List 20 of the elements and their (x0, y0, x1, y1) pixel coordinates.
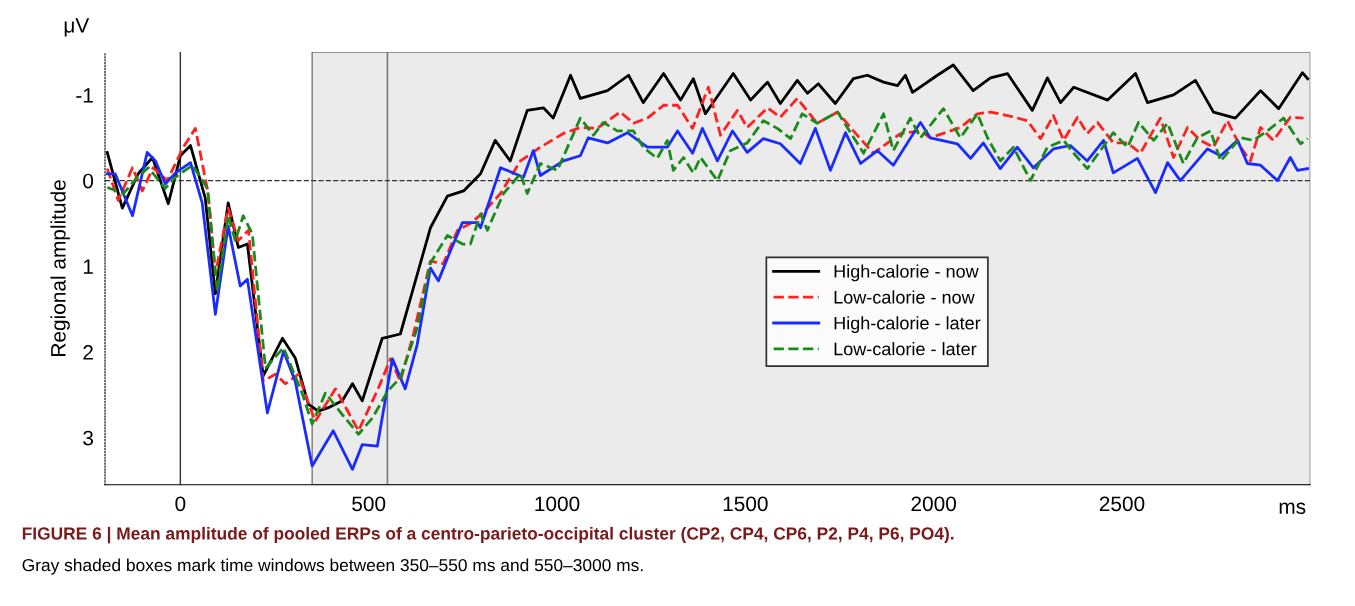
x-tick-label: 2500 (1099, 496, 1145, 512)
y-axis-title: Regional amplitude (50, 180, 70, 356)
x-tick-label: 1500 (723, 496, 768, 512)
y-tick-label: 1 (83, 259, 93, 274)
legend-label: Low-calorie - now (834, 290, 975, 304)
y-tick-label: 3 (83, 430, 93, 446)
x-tick-label: 0 (175, 496, 186, 512)
text: ms (1279, 502, 1306, 514)
text: FIGURE 6 | Mean amplitude of pooled ERPs of a centro-parieto-occipital cluster (CP2, CP4, CP6, P2, P4, P6, PO4). (22, 526, 954, 544)
x-tick-label: 2000 (911, 496, 956, 512)
y-tick-label: 2 (83, 345, 93, 360)
y-tick-label: -1 (76, 88, 93, 103)
x-tick-label: 500 (352, 496, 386, 512)
legend-label: High-calorie - now (834, 264, 979, 282)
text: Gray shaded boxes mark time windows between 350–550 ms and 550–3000 ms. (22, 558, 643, 575)
text: μV (64, 18, 90, 37)
y-tick-label: 0 (83, 173, 94, 189)
x-tick-label: 1000 (535, 496, 580, 512)
legend-label: Low-calorie - later (834, 342, 977, 356)
legend-label: High-calorie - later (834, 316, 981, 334)
